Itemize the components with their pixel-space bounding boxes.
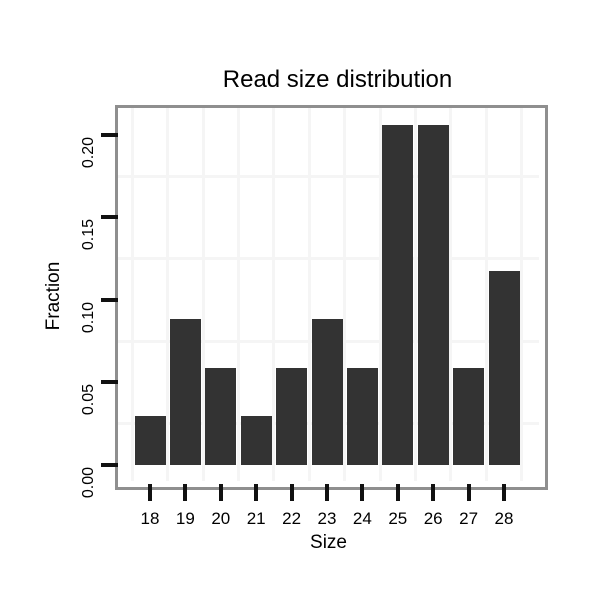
y-tick-label: 0.15 — [80, 219, 97, 251]
y-tick — [101, 215, 118, 220]
x-tick-label: 25 — [388, 509, 408, 528]
bar-size-23 — [311, 319, 343, 465]
minor-gridline-vertical — [378, 108, 382, 481]
x-tick — [325, 484, 329, 501]
y-tick — [101, 132, 118, 137]
y-tick-label: 0.10 — [80, 301, 97, 334]
bar-size-18 — [134, 416, 166, 465]
x-tick-label: 27 — [459, 509, 479, 528]
minor-gridline-vertical — [449, 108, 453, 481]
minor-gridline-vertical — [414, 108, 417, 481]
bar-size-25 — [382, 125, 414, 465]
bar-size-27 — [453, 367, 485, 465]
x-tick-label: 22 — [282, 509, 302, 528]
y-tick-label: 0.00 — [80, 466, 97, 499]
minor-gridline-vertical — [130, 108, 134, 481]
bar-size-21 — [240, 416, 272, 465]
minor-gridline-vertical — [166, 108, 170, 481]
minor-gridline-horizontal — [118, 174, 539, 178]
x-tick — [254, 484, 259, 501]
bar-size-20 — [205, 367, 237, 465]
x-tick — [431, 484, 436, 501]
y-tick — [101, 297, 118, 302]
x-tick-label: 19 — [175, 509, 195, 528]
minor-gridline-vertical — [520, 108, 524, 481]
x-tick-label: 20 — [211, 509, 231, 528]
x-tick — [395, 484, 400, 501]
minor-gridline-vertical — [343, 108, 347, 481]
x-tick-label: 28 — [494, 509, 514, 528]
x-tick — [502, 484, 506, 501]
x-axis-title: Size — [310, 532, 347, 553]
y-tick — [101, 380, 118, 385]
minor-gridline-vertical — [201, 108, 205, 481]
x-tick-label: 26 — [423, 509, 443, 528]
minor-gridline-vertical — [272, 108, 276, 481]
x-tick-label: 18 — [140, 509, 160, 528]
y-tick — [101, 462, 118, 467]
x-tick — [148, 484, 152, 501]
y-tick-label: 0.05 — [80, 384, 97, 416]
x-tick — [466, 484, 471, 501]
minor-gridline-vertical — [237, 108, 240, 481]
bar-size-19 — [169, 319, 201, 465]
y-tick-label: 0.20 — [80, 136, 97, 169]
bar-size-22 — [276, 367, 308, 465]
x-tick-label: 23 — [317, 509, 337, 528]
minor-gridline-vertical — [307, 108, 311, 481]
x-tick-label: 24 — [352, 509, 372, 528]
bar-size-24 — [346, 367, 378, 465]
bar-size-26 — [417, 125, 449, 465]
x-tick — [183, 484, 188, 501]
x-tick — [289, 484, 294, 501]
bar-size-28 — [488, 270, 520, 465]
minor-gridline-vertical — [484, 108, 488, 481]
y-axis-title: Fraction — [43, 261, 64, 331]
plot-panel — [115, 105, 548, 490]
chart-title: Read size distribution — [222, 66, 453, 93]
x-tick — [360, 484, 365, 501]
x-tick-label: 21 — [246, 509, 266, 528]
x-tick — [218, 484, 223, 501]
minor-gridline-horizontal — [118, 257, 539, 261]
